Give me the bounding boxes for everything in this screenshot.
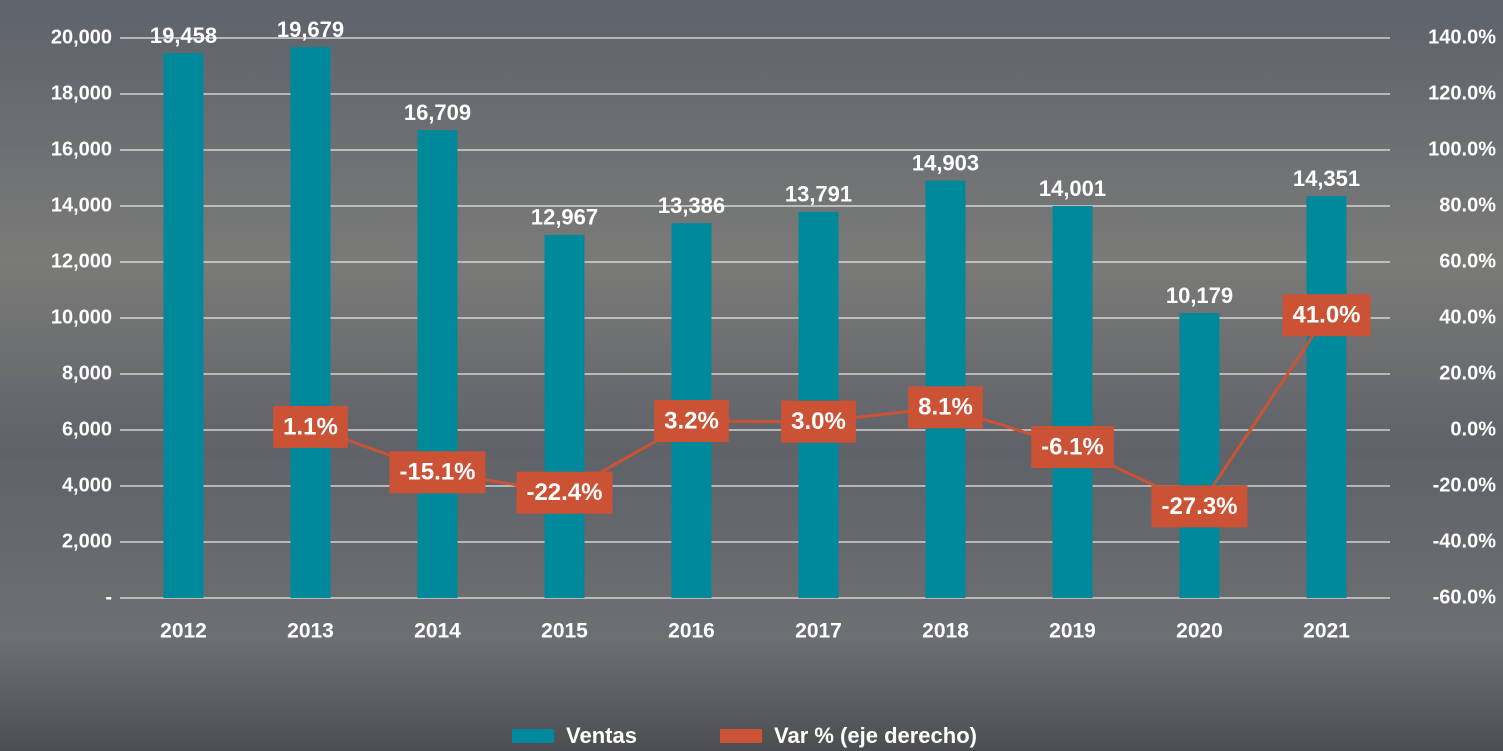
y2-tick-label: 120.0% [1428, 82, 1496, 104]
bar-value-label: 14,351 [1293, 166, 1360, 191]
y2-tick-label: -20.0% [1433, 474, 1497, 496]
y2-tick-label: 140.0% [1428, 26, 1496, 48]
line-value-box [273, 405, 348, 448]
bar-value-label: 10,179 [1166, 283, 1233, 308]
bar [1052, 205, 1093, 599]
legend-label: Ventas [566, 723, 637, 748]
legend-label: Var % (eje derecho) [774, 723, 977, 748]
y2-tick-label: 0.0% [1450, 418, 1496, 440]
bar [1179, 312, 1220, 598]
x-tick-label: 2021 [1303, 620, 1350, 643]
y-tick-label: 2,000 [62, 530, 112, 552]
line-value-label: 3.0% [791, 408, 846, 435]
line-value-label: 3.2% [664, 407, 719, 434]
x-tick-label: 2020 [1176, 620, 1223, 643]
bar-value-label: 12,967 [531, 205, 598, 230]
y2-tick-label: -60.0% [1433, 586, 1497, 608]
y-tick-label: 12,000 [51, 250, 112, 272]
line-value-label: 41.0% [1292, 302, 1360, 329]
bar [290, 46, 331, 599]
line-value-box [1151, 485, 1248, 528]
line-value-label: -6.1% [1041, 433, 1104, 460]
line-value-box [1282, 294, 1371, 337]
line-value-label: -22.4% [526, 479, 602, 506]
y2-tick-label: 100.0% [1428, 138, 1496, 160]
y2-tick-label: 60.0% [1439, 250, 1496, 272]
x-tick-label: 2014 [414, 620, 461, 643]
bar-value-label: 13,791 [785, 182, 852, 207]
line-value-box [654, 400, 729, 443]
x-tick-label: 2018 [922, 620, 969, 643]
x-tick-label: 2012 [160, 620, 207, 643]
line-value-box [908, 386, 983, 429]
y-tick-label: 20,000 [51, 26, 112, 48]
x-tick-label: 2016 [668, 620, 715, 643]
y-tick-label: 14,000 [51, 194, 112, 216]
bar-value-label: 14,903 [912, 151, 979, 176]
line-value-box [781, 400, 856, 443]
y-tick-label: 6,000 [62, 418, 112, 440]
line-value-label: -27.3% [1161, 493, 1237, 520]
line-value-label: 8.1% [918, 394, 973, 421]
y-tick-label: 18,000 [51, 82, 112, 104]
bar-value-label: 16,709 [404, 100, 471, 125]
y2-tick-label: 20.0% [1439, 362, 1496, 384]
x-tick-label: 2013 [287, 620, 334, 643]
bar [1306, 196, 1347, 598]
bar [417, 130, 458, 598]
x-tick-label: 2017 [795, 620, 842, 643]
bar [163, 53, 204, 598]
bar-value-label: 14,001 [1039, 176, 1106, 201]
legend-swatch [512, 729, 554, 743]
x-tick-label: 2015 [541, 620, 588, 643]
line-value-box [389, 451, 486, 494]
bar-value-label: 19,679 [277, 17, 344, 42]
line-value-box [1031, 426, 1114, 469]
line-value-label: -15.1% [399, 459, 475, 486]
x-tick-label: 2019 [1049, 620, 1096, 643]
line-value-box [516, 471, 613, 514]
legend-swatch [720, 729, 762, 743]
y2-tick-label: 40.0% [1439, 306, 1496, 328]
bar-value-label: 13,386 [658, 193, 725, 218]
y-tick-label: 16,000 [51, 138, 112, 160]
y-tick-label: 8,000 [62, 362, 112, 384]
bar [544, 234, 585, 598]
line-value-label: 1.1% [283, 413, 338, 440]
y-tick-label: 10,000 [51, 306, 112, 328]
y-tick-label: 4,000 [62, 474, 112, 496]
y2-tick-label: 80.0% [1439, 194, 1496, 216]
bar-value-label: 19,458 [150, 23, 217, 48]
y2-tick-label: -40.0% [1433, 530, 1497, 552]
y-tick-label: - [105, 586, 112, 608]
